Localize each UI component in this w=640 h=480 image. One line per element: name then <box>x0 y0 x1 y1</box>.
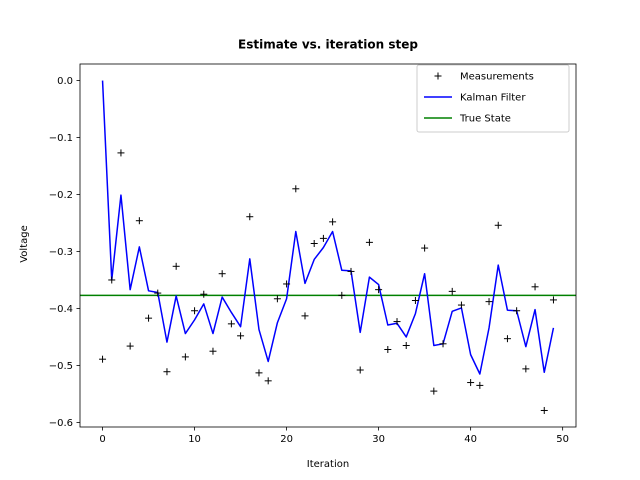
x-tick-label: 20 <box>280 434 293 445</box>
x-tick-label: 40 <box>464 434 477 445</box>
measurement-point <box>402 342 410 350</box>
measurement-point <box>485 298 493 306</box>
measurement-point <box>218 270 226 278</box>
x-axis: 0 10 20 30 40 50 <box>99 427 569 445</box>
measurement-point <box>145 314 153 322</box>
measurement-point <box>430 387 438 395</box>
measurement-point <box>448 287 456 295</box>
measurement-point <box>549 296 557 304</box>
y-tick-label: −0.2 <box>49 190 73 201</box>
measurement-point <box>457 301 465 309</box>
measurement-point <box>439 340 447 348</box>
measurement-point <box>347 267 355 275</box>
measurement-point <box>292 185 300 193</box>
measurement-point <box>476 381 484 389</box>
measurement-point <box>255 369 263 377</box>
measurement-point <box>338 291 346 299</box>
measurement-point <box>540 406 548 414</box>
y-tick-label: −0.4 <box>49 304 73 315</box>
measurement-point <box>531 283 539 291</box>
measurement-point <box>237 332 245 340</box>
kalman-filter-line <box>101 80 555 375</box>
legend-entry-true-state: True State <box>424 114 511 125</box>
measurement-point <box>319 234 327 242</box>
measurement-point <box>503 335 511 343</box>
measurement-point <box>467 379 475 387</box>
measurement-point <box>181 353 189 361</box>
x-axis-label: Iteration <box>307 459 349 470</box>
y-axis: 0.0 −0.1 −0.2 −0.3 −0.4 −0.5 −0.6 <box>49 76 80 429</box>
measurement-point <box>522 365 530 373</box>
measurement-point <box>421 244 429 252</box>
x-tick-label: 0 <box>99 434 105 445</box>
x-tick-label: 10 <box>188 434 201 445</box>
plot-area <box>79 63 577 428</box>
measurement-point <box>283 280 291 288</box>
legend-entry-measurements: Measurements <box>434 72 534 83</box>
measurement-point <box>356 366 364 374</box>
legend: Measurements Kalman Filter True State <box>416 64 570 133</box>
y-tick-label: −0.3 <box>49 247 73 258</box>
measurement-point <box>301 312 309 320</box>
measurement-point <box>126 342 134 350</box>
measurement-point <box>200 290 208 298</box>
axes-frame <box>79 63 577 428</box>
measurement-point <box>310 240 318 248</box>
y-tick-label: −0.1 <box>49 133 73 144</box>
y-axis-label: Voltage <box>19 225 30 263</box>
legend-label: Kalman Filter <box>460 93 526 104</box>
measurement-point <box>191 307 199 315</box>
measurement-point <box>209 347 217 355</box>
measurement-point <box>117 149 125 157</box>
legend-label: True State <box>459 114 511 125</box>
measurement-point <box>273 295 281 303</box>
measurement-point <box>375 286 383 294</box>
measurement-point <box>99 355 107 363</box>
measurement-point <box>135 217 143 225</box>
legend-entry-kalman-filter: Kalman Filter <box>424 93 526 104</box>
measurement-point <box>329 218 337 226</box>
measurement-point <box>365 238 373 246</box>
measurement-point <box>246 213 254 221</box>
legend-box <box>416 64 570 133</box>
measurement-point <box>108 276 116 284</box>
x-tick-label: 30 <box>372 434 385 445</box>
x-tick-label: 50 <box>556 434 569 445</box>
measurement-point <box>411 296 419 304</box>
measurement-point <box>227 320 235 328</box>
measurement-point <box>393 318 401 326</box>
measurement-point <box>163 368 171 376</box>
measurement-point <box>172 262 180 270</box>
y-tick-label: 0.0 <box>57 76 73 87</box>
y-tick-label: −0.6 <box>49 418 73 429</box>
legend-label: Measurements <box>460 72 534 83</box>
measurement-point <box>264 377 272 385</box>
measurement-point <box>154 289 162 297</box>
y-tick-label: −0.5 <box>49 361 73 372</box>
measurement-point <box>494 221 502 229</box>
chart-title: Estimate vs. iteration step <box>238 38 418 52</box>
measurement-point <box>513 307 521 315</box>
measurement-point <box>384 345 392 353</box>
